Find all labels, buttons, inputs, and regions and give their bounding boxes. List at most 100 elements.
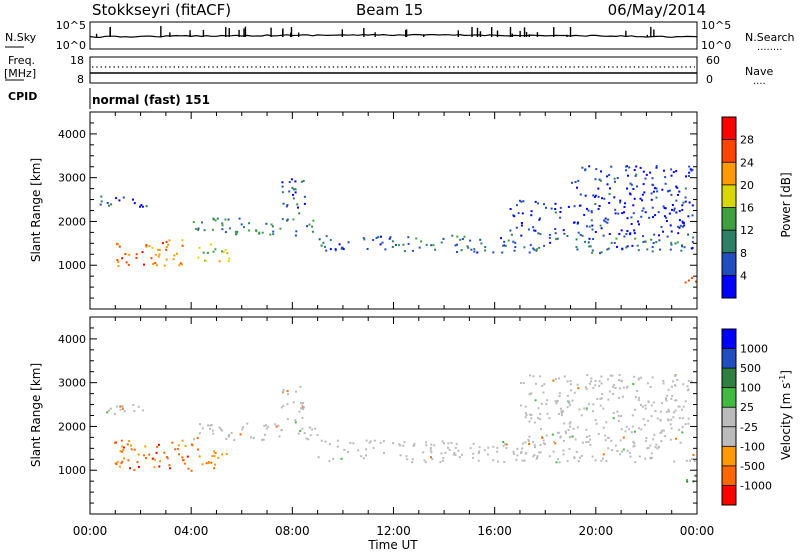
echo-cell [286, 418, 289, 421]
echo-cell [477, 459, 480, 462]
echo-cell [152, 263, 155, 265]
echo-cell [637, 249, 640, 252]
echo-cell [577, 460, 580, 463]
echo-cell [606, 248, 609, 251]
echo-cell [557, 431, 560, 434]
colorbar-tick-label: 4 [740, 269, 747, 282]
echo-cell [681, 245, 683, 248]
echo-cell [533, 248, 536, 251]
echo-cell [651, 246, 654, 249]
colorbar-tick-label: 500 [740, 362, 761, 375]
echo-cell [568, 436, 571, 439]
echo-cell [524, 416, 527, 419]
echo-cell [154, 253, 157, 256]
echo-cell [530, 210, 533, 213]
echo-cell [637, 377, 640, 380]
echo-cell [649, 457, 652, 460]
echo-cell [654, 446, 657, 449]
freq-strip: Freq. [MHz] 18 8 60 0 Nave .... [4, 54, 773, 87]
echo-cell [492, 459, 495, 462]
echo-cell [297, 432, 300, 435]
echo-cell [165, 241, 168, 243]
echo-cell [558, 461, 561, 464]
echo-cell [625, 165, 628, 168]
echo-cell [309, 434, 312, 437]
echo-cell [541, 436, 544, 439]
echo-cell [628, 192, 631, 195]
echo-cell [302, 180, 305, 182]
echo-cell [642, 235, 644, 238]
echo-cell [670, 193, 673, 196]
echo-cell [626, 385, 629, 388]
echo-cell [558, 377, 560, 380]
echo-cell [336, 439, 339, 442]
echo-cell [219, 428, 222, 431]
echo-cell [469, 239, 472, 242]
echo-cell [641, 209, 644, 212]
echo-cell [633, 430, 636, 433]
power-colorbar-label: Power [dB] [779, 172, 793, 237]
freq-tick-top: 18 [70, 54, 84, 67]
echo-cell [578, 204, 581, 207]
colorbar-tick-label: 100 [740, 382, 761, 395]
echo-cell [674, 242, 677, 245]
echo-cell [676, 241, 679, 244]
echo-cell [644, 407, 647, 410]
echo-cell [634, 237, 637, 240]
echo-cell [614, 387, 617, 389]
echo-cell [291, 186, 294, 189]
echo-cell [137, 405, 140, 408]
date-title: 06/May/2014 [608, 1, 706, 19]
echo-cell [539, 412, 542, 415]
echo-cell [608, 174, 611, 176]
echo-cell [655, 166, 658, 169]
echo-cell [681, 204, 684, 207]
echo-cell [139, 205, 141, 208]
echo-cell [576, 248, 579, 251]
echo-cell [671, 394, 674, 397]
colorbar-tick-label: -500 [740, 460, 765, 473]
echo-cell [329, 248, 332, 251]
echo-cell [629, 182, 632, 185]
echo-cell [281, 191, 284, 194]
echo-cell [203, 229, 206, 232]
power-colorbar: 4 8 12 16 20 24 28 [721, 116, 754, 299]
echo-cell [262, 438, 265, 441]
echo-cell [340, 457, 343, 460]
echo-cell [227, 435, 230, 438]
nsearch-dots: ........ [757, 42, 782, 53]
velocity-plot-background [90, 317, 697, 514]
echo-cell [671, 208, 673, 211]
echo-cell [661, 188, 664, 191]
echo-cell [207, 424, 210, 427]
echo-cell [584, 386, 587, 389]
echo-cell [151, 246, 154, 249]
echo-cell [467, 246, 470, 249]
echo-cell [559, 407, 562, 410]
echo-cell [533, 454, 536, 457]
echo-cell [529, 413, 532, 416]
echo-cell [365, 454, 367, 457]
echo-cell [667, 408, 670, 411]
echo-cell [666, 394, 669, 397]
echo-cell [536, 417, 539, 420]
echo-cell [631, 425, 634, 428]
echo-cell [265, 427, 268, 430]
echo-cell [214, 219, 217, 222]
echo-cell [537, 202, 540, 205]
echo-cell [379, 441, 382, 444]
echo-cell [456, 235, 459, 238]
echo-cell [336, 445, 339, 448]
echo-cell [286, 390, 289, 393]
echo-cell [673, 209, 676, 212]
echo-cell [623, 211, 625, 214]
echo-cell [694, 474, 697, 477]
echo-cell [138, 466, 140, 468]
echo-cell [415, 237, 418, 240]
echo-cell [570, 389, 573, 392]
echo-cell [592, 403, 595, 406]
echo-cell [678, 417, 681, 419]
echo-cell [604, 434, 607, 437]
echo-cell [513, 215, 516, 218]
echo-cell [212, 218, 215, 221]
